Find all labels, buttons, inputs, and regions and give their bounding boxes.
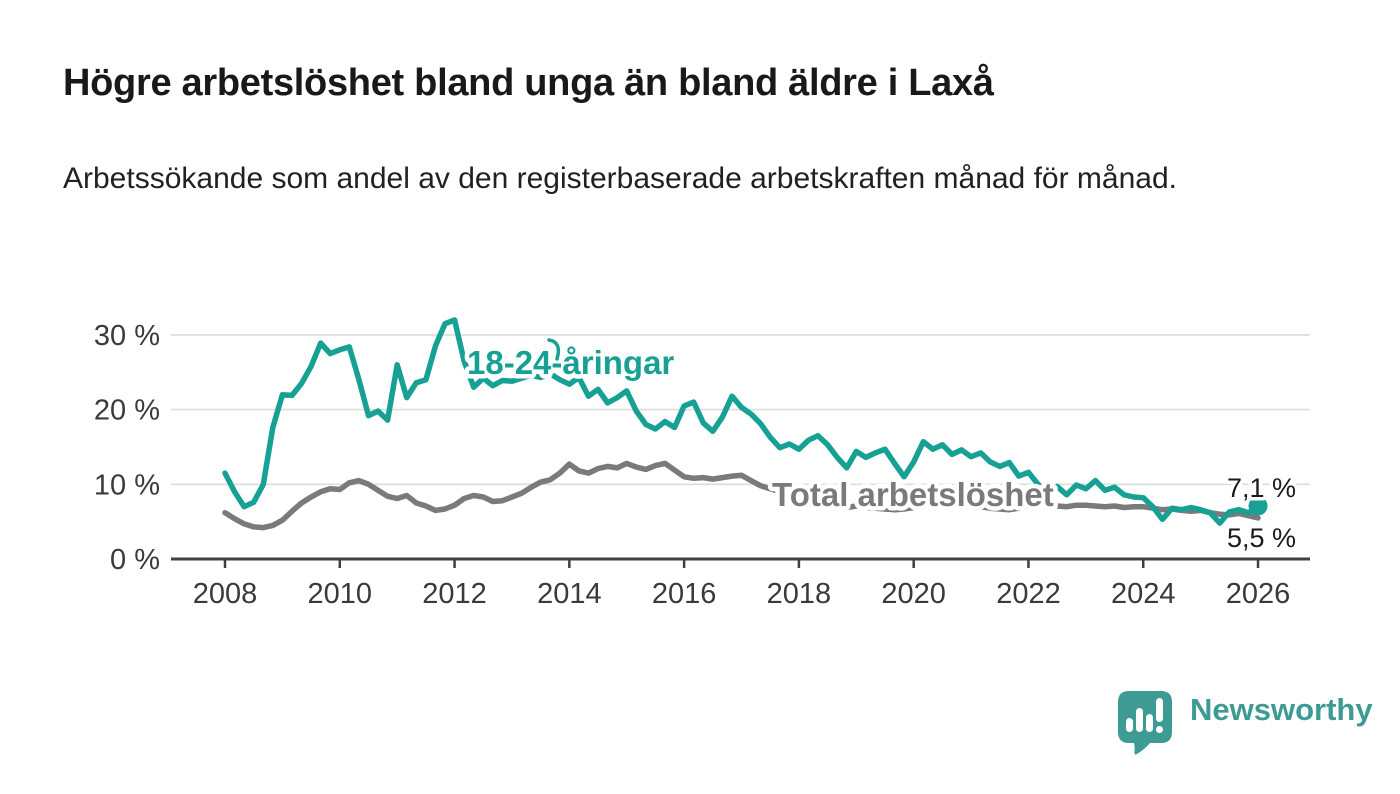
end-annotation-youth: 7,1 % xyxy=(1227,473,1296,503)
series-line-total xyxy=(222,460,1261,531)
series-end-dot xyxy=(1248,496,1268,516)
x-tick-label-2008: 2008 xyxy=(193,578,258,610)
end-annotation-total: 5,5 % xyxy=(1227,523,1296,553)
series-label-pointer-curve xyxy=(547,338,561,361)
x-tick-label-2012: 2012 xyxy=(422,578,487,610)
series-label-total: Total arbetslöshet xyxy=(772,476,1054,513)
logo-bar-2 xyxy=(1136,708,1143,732)
x-axis xyxy=(171,557,1310,568)
x-tick-label-2026: 2026 xyxy=(1226,578,1291,610)
x-tick-label-2016: 2016 xyxy=(652,578,717,610)
x-tick-label-2024: 2024 xyxy=(1111,578,1176,610)
x-axis-labels: 2008 2010 2012 2014 2016 2018 2020 2022 2024 2026 xyxy=(193,578,1291,610)
logo-bar-3 xyxy=(1146,714,1153,732)
chart-subtitle: Arbetssökande som andel av den registerb… xyxy=(63,162,1177,195)
newsworthy-brand: Newsworthy xyxy=(1117,690,1373,758)
x-tick-label-2014: 2014 xyxy=(537,578,602,610)
y-tick-label-30: 30 % xyxy=(94,320,160,352)
logo-exclamation-dot xyxy=(1156,726,1163,733)
series-label-youth: 18-24-åringar xyxy=(467,344,674,381)
y-tick-label-10: 10 % xyxy=(94,469,160,501)
x-tick-label-2020: 2020 xyxy=(881,578,946,610)
series-inline-labels: 18-24-åringar Total arbetslöshet xyxy=(463,338,1058,518)
series-lines xyxy=(222,317,1268,531)
logo-bar-1 xyxy=(1126,718,1133,732)
newsworthy-wordmark: Newsworthy xyxy=(1190,692,1373,727)
page-title: Högre arbetslöshet bland unga än bland ä… xyxy=(63,62,994,104)
y-tick-label-0: 0 % xyxy=(110,544,160,576)
logo-exclamation-stroke xyxy=(1156,698,1163,722)
newsworthy-logo-icon xyxy=(1118,691,1172,755)
y-axis-labels: 0 % 10 % 20 % 30 % xyxy=(94,320,160,576)
x-tick-label-2022: 2022 xyxy=(996,578,1061,610)
series-line-youth xyxy=(222,317,1261,526)
x-tick-label-2018: 2018 xyxy=(767,578,832,610)
y-tick-label-20: 20 % xyxy=(94,395,160,427)
end-value-annotations: 7,1 % 5,5 % xyxy=(1224,470,1300,557)
x-tick-label-2010: 2010 xyxy=(308,578,373,610)
